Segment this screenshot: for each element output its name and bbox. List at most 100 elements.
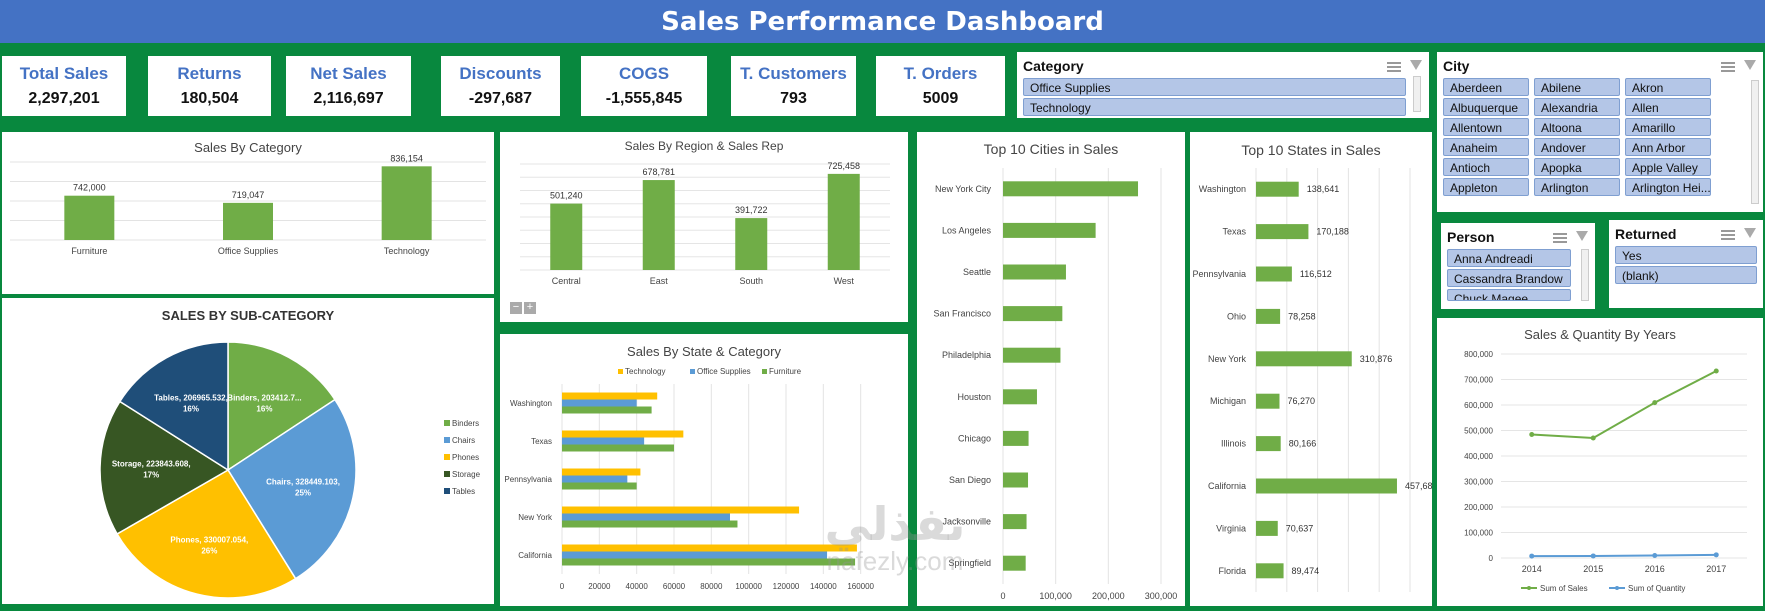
slicer-item[interactable]: Andover [1534,138,1620,156]
tick-label: 160000 [847,582,874,591]
returned-slicer: Returned Yes (blank) [1609,220,1763,308]
slicer-item[interactable]: Anna Andreadi [1447,249,1571,267]
expand-button[interactable]: + [524,302,536,314]
data-point [1529,553,1535,559]
bar [1256,393,1280,409]
chart-sales-by-category: Sales By Category 742,000 Furniture 719,04… [2,132,494,294]
pie-slice [118,341,229,472]
slicer-item[interactable]: Aberdeen [1443,78,1529,96]
bar [562,551,828,559]
legend-swatch [690,369,695,374]
slicer-item[interactable]: Cassandra Brandow [1447,269,1571,287]
slicer-item[interactable]: Apple Valley [1625,158,1711,176]
data-label: 170,188 [1316,227,1349,237]
tick-label: 800,000 [1464,350,1493,359]
collapse-button[interactable]: − [510,302,522,314]
tick-label: 0 [1489,554,1494,563]
chart-top-cities: Top 10 Cities in Sales 0 100,000 200,000 30… [917,132,1185,606]
slicer-item[interactable]: Allen [1625,98,1711,116]
slicer-title: Person [1447,229,1495,245]
kpi-label: COGS [618,64,670,83]
data-label: 742,000 [73,183,106,193]
slicer-item[interactable]: Yes [1615,246,1757,264]
slicer-scrollbar[interactable] [1751,80,1759,204]
legend-swatch [444,420,450,426]
bar [827,173,860,270]
slicer-item[interactable]: Technology [1023,98,1406,116]
tick-label: 60000 [663,582,686,591]
tick-label: Office Supplies [218,246,279,256]
multi-select-icon[interactable] [1721,60,1735,72]
slicer-item[interactable]: Antioch [1443,158,1529,176]
slicer-item[interactable]: Arlington [1534,178,1620,196]
slicer-item[interactable]: Amarillo [1625,118,1711,136]
bar [1256,308,1281,324]
slice-percent: 16% [256,404,272,413]
slice-label: Binders, 203412.7... [227,393,301,402]
chart-title: Top 10 States in Sales [1241,142,1381,158]
slicer-item[interactable]: Akron [1625,78,1711,96]
legend-label: Binders [452,419,479,428]
data-label: 836,154 [390,153,423,163]
slicer-header-icons [1721,228,1757,240]
kpi-label: T. Customers [740,64,847,83]
slicer-item[interactable]: Apopka [1534,158,1620,176]
tick-label: Pennsylvania [504,475,552,484]
slicer-item[interactable]: Alexandria [1534,98,1620,116]
data-label: 457,688 [1405,481,1432,491]
kpi-value: -1,555,845 [605,90,683,107]
slicer-item[interactable]: Chuck Magee [1447,289,1571,301]
bar [64,195,115,240]
bar [562,513,730,521]
slicer-item[interactable]: Office Supplies [1023,78,1406,96]
clear-filter-icon[interactable] [1743,60,1757,72]
bar [1256,181,1299,197]
bar [562,558,856,566]
bar [1256,563,1284,579]
bar [562,520,738,528]
slicer-item[interactable]: Anaheim [1443,138,1529,156]
city-slicer: City Aberdeen Abilene Akron Albuquerque … [1437,52,1763,212]
slicer-header-icons [1553,231,1589,243]
kpi-value: 793 [780,90,807,107]
chart-svg: 0 100,000 200,000 300,000 New York City Los A… [933,168,1177,601]
clear-filter-icon[interactable] [1409,60,1423,72]
slicer-item[interactable]: Appleton [1443,178,1529,196]
slicer-item[interactable]: Altoona [1534,118,1620,136]
tick-label: 500,000 [1464,427,1493,436]
chart-title: Sales By Category [194,140,302,155]
bar [1256,266,1292,282]
slice-label: Chairs, 328449.103, [266,477,340,486]
city-items: Aberdeen Abilene Akron Albuquerque Alexa… [1443,78,1757,196]
data-label: 78,258 [1288,311,1316,321]
tick-label: Texas [1222,227,1246,237]
slicer-header-icons [1721,60,1757,72]
slicer-item[interactable]: Abilene [1534,78,1620,96]
tick-label: Illinois [1221,439,1247,449]
slicer-item[interactable]: Albuquerque [1443,98,1529,116]
slicer-item[interactable]: (blank) [1615,266,1757,284]
legend-swatch [444,488,450,494]
slicer-scrollbar[interactable] [1413,76,1421,112]
chart-sales-by-state-category: Sales By State & Category Technology Offi… [500,334,908,606]
slicer-item[interactable]: Ann Arbor [1625,138,1711,156]
data-label: 725,458 [827,161,860,171]
person-slicer: Person Anna Andreadi Cassandra Brandow C… [1441,223,1595,309]
multi-select-icon[interactable] [1387,60,1401,72]
bar [642,180,675,270]
pie-slice [226,398,357,580]
clear-filter-icon[interactable] [1575,231,1589,243]
bar [562,468,641,476]
slicer-scrollbar[interactable] [1581,249,1589,301]
multi-select-icon[interactable] [1721,228,1735,240]
slicer-header: Returned [1615,224,1757,244]
legend-label: Phones [452,453,479,462]
bar [1256,224,1309,240]
kpi-value: 180,504 [180,90,239,107]
multi-select-icon[interactable] [1553,231,1567,243]
bar [562,430,684,438]
slicer-item[interactable]: Allentown [1443,118,1529,136]
data-label: 310,876 [1360,354,1393,364]
clear-filter-icon[interactable] [1743,228,1757,240]
slicer-item[interactable]: Arlington Hei... [1625,178,1711,196]
